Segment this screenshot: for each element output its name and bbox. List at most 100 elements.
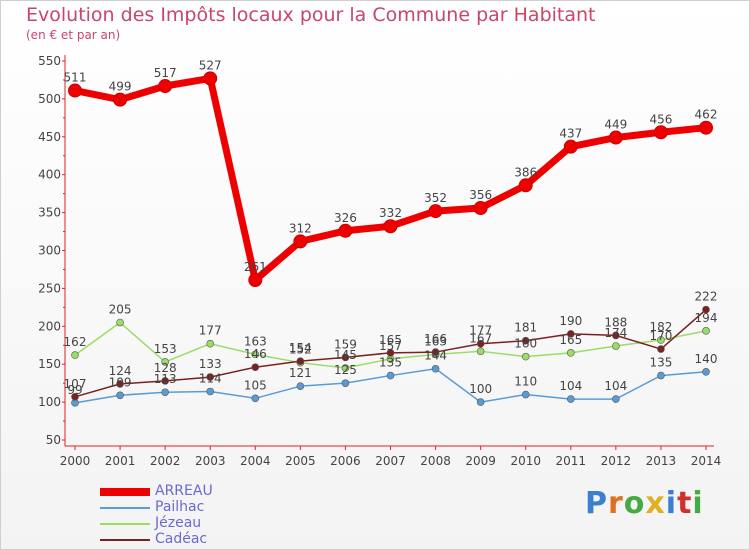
x-tick-label: 2007 <box>375 454 406 468</box>
data-point-cadéac <box>386 349 395 357</box>
logo-letter: P <box>585 486 608 521</box>
data-point-arreau <box>158 79 173 94</box>
data-label-arreau: 527 <box>199 58 222 72</box>
data-label-cadéac: 154 <box>289 341 312 355</box>
data-label-cadéac: 188 <box>604 315 627 329</box>
data-label-cadéac: 190 <box>559 314 582 328</box>
logo-letter: o <box>623 486 646 521</box>
data-point-arreau <box>338 223 353 238</box>
data-point-jézeau <box>116 318 124 327</box>
data-label-pailhac: 100 <box>469 382 492 396</box>
logo-letter: x <box>645 486 666 521</box>
data-point-cadéac <box>612 331 620 340</box>
data-point-pailhac <box>116 391 124 400</box>
data-point-arreau <box>428 204 443 219</box>
data-label-pailhac: 110 <box>514 375 537 389</box>
data-point-jézeau <box>612 342 620 350</box>
data-label-cadéac: 181 <box>514 321 537 335</box>
data-point-jézeau <box>476 347 485 356</box>
data-label-cadéac: 124 <box>109 364 132 378</box>
y-tick-label: 400 <box>38 168 61 182</box>
data-label-cadéac: 159 <box>334 337 357 351</box>
data-point-cadéac <box>161 377 169 385</box>
x-tick-label: 2014 <box>691 454 722 468</box>
data-label-jézeau: 163 <box>424 334 447 348</box>
data-label-jézeau: 165 <box>559 333 582 347</box>
data-label-jézeau: 167 <box>469 331 492 345</box>
x-tick-label: 2009 <box>465 454 496 468</box>
data-point-cadéac <box>702 305 710 314</box>
x-tick-label: 2001 <box>105 454 136 468</box>
data-label-cadéac: 166 <box>424 332 447 346</box>
legend-swatch-cadeac <box>100 539 150 541</box>
data-point-pailhac <box>657 371 665 380</box>
y-tick-label: 250 <box>38 281 61 295</box>
x-tick-label: 2005 <box>285 454 316 468</box>
data-label-cadéac: 128 <box>154 361 177 375</box>
data-label-jézeau: 182 <box>649 320 672 334</box>
x-tick-label: 2002 <box>150 454 181 468</box>
data-label-pailhac: 104 <box>559 379 582 393</box>
data-label-arreau: 517 <box>154 66 177 80</box>
data-point-arreau <box>518 178 533 193</box>
x-tick-label: 2003 <box>195 454 226 468</box>
logo-letter: r <box>608 486 624 521</box>
data-label-jézeau: 174 <box>604 326 627 340</box>
data-label-jézeau: 157 <box>379 339 402 353</box>
data-point-arreau <box>699 120 713 135</box>
series-line-arreau <box>74 74 707 284</box>
data-point-arreau <box>473 201 488 216</box>
data-point-arreau <box>203 71 218 86</box>
data-label-cadéac: 133 <box>199 357 222 371</box>
data-label-arreau: 356 <box>469 188 492 202</box>
data-point-cadéac <box>521 336 530 345</box>
data-label-pailhac: 140 <box>695 352 718 366</box>
data-label-cadéac: 146 <box>244 347 267 361</box>
data-point-arreau <box>608 130 623 145</box>
data-label-cadéac: 222 <box>695 290 718 304</box>
data-point-cadéac <box>116 380 124 388</box>
data-label-arreau: 352 <box>424 191 447 205</box>
data-point-pailhac <box>612 395 620 403</box>
data-label-jézeau: 145 <box>334 348 357 362</box>
data-point-pailhac <box>521 390 530 399</box>
y-tick-label: 500 <box>38 92 61 106</box>
data-label-pailhac: 109 <box>109 375 132 389</box>
data-label-pailhac: 99 <box>67 383 82 397</box>
data-label-pailhac: 135 <box>379 356 402 370</box>
x-tick-label: 2012 <box>601 454 632 468</box>
y-tick-label: 350 <box>38 206 61 220</box>
legend-swatch-jezeau <box>100 523 150 525</box>
data-point-arreau <box>113 92 128 107</box>
data-label-arreau: 437 <box>559 127 582 141</box>
data-point-cadéac <box>296 357 305 365</box>
data-point-cadéac <box>657 345 665 353</box>
data-point-cadéac <box>341 353 350 362</box>
data-point-arreau <box>653 125 668 140</box>
data-point-pailhac <box>386 371 395 380</box>
x-tick-label: 2004 <box>240 454 271 468</box>
data-label-pailhac: 113 <box>154 372 177 386</box>
legend-swatch-pailhac <box>100 507 150 509</box>
data-point-cadéac <box>206 373 215 381</box>
data-label-arreau: 511 <box>64 71 87 85</box>
data-point-pailhac <box>702 367 710 376</box>
data-label-cadéac: 107 <box>64 377 87 391</box>
logo-letter: i <box>665 486 678 521</box>
data-label-jézeau: 205 <box>109 303 132 317</box>
y-tick-label: 300 <box>38 244 61 258</box>
data-point-cadéac <box>566 330 575 338</box>
data-label-arreau: 456 <box>649 112 672 126</box>
data-label-arreau: 261 <box>244 260 267 274</box>
data-label-arreau: 312 <box>289 221 312 235</box>
data-label-jézeau: 152 <box>289 343 312 357</box>
data-label-jézeau: 162 <box>64 335 87 349</box>
data-point-jézeau <box>161 358 169 366</box>
legend-label-pailhac: Pailhac <box>155 499 205 515</box>
data-point-cadéac <box>71 392 79 401</box>
data-label-jézeau: 153 <box>154 342 177 356</box>
data-label-jézeau: 177 <box>199 324 222 338</box>
data-point-pailhac <box>161 388 169 397</box>
x-tick-label: 2006 <box>330 454 361 468</box>
